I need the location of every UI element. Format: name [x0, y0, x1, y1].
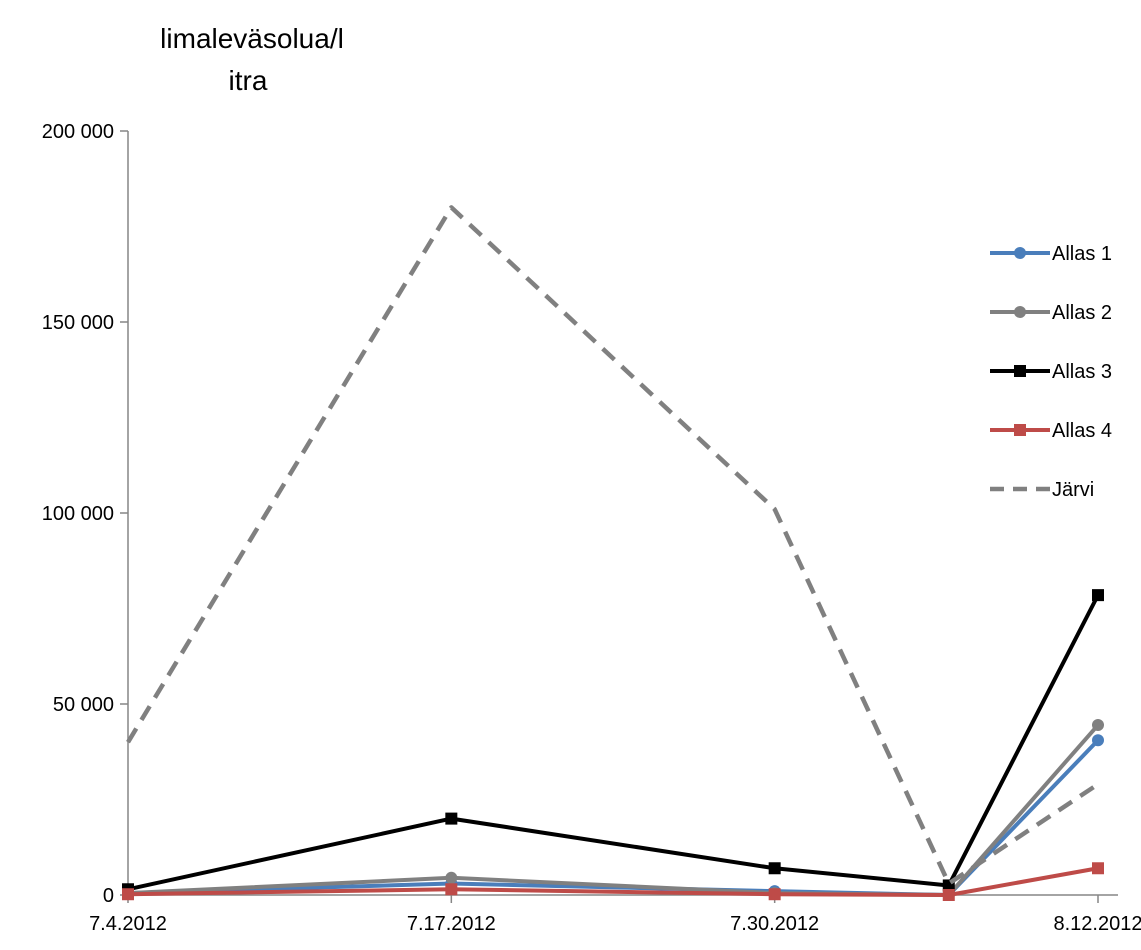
x-ticks: 7.4.2012 7.17.2012 7.30.2012 8.12.2012	[89, 895, 1141, 935]
y-tick-label: 200 000	[42, 121, 114, 143]
legend-marker-allas-3	[1014, 365, 1026, 377]
y-tick-label: 50 000	[53, 694, 114, 716]
x-tick-label: 8.12.2012	[1054, 913, 1141, 935]
series-line-allas-1	[127, 738, 1100, 897]
legend-marker-allas-1	[1014, 247, 1026, 259]
y-tick-label: 150 000	[42, 312, 114, 334]
data-point-allas-2	[445, 871, 458, 884]
data-point-allas-3	[445, 812, 458, 825]
y-tick-label: 100 000	[42, 503, 114, 525]
series-line-allas-2	[127, 723, 1100, 897]
series-line-jarvi	[126, 205, 1100, 886]
legend-label-jarvi: Järvi	[1052, 479, 1094, 501]
data-point-allas-4	[1092, 862, 1104, 875]
data-point-allas-4	[768, 888, 781, 901]
legend-label-allas-4: Allas 4	[1052, 420, 1112, 442]
legend-marker-allas-4	[1014, 424, 1026, 436]
data-point-allas-4	[122, 888, 134, 901]
legend-label-allas-2: Allas 2	[1052, 302, 1112, 324]
x-tick-label: 7.4.2012	[89, 913, 167, 935]
x-tick-label: 7.30.2012	[730, 913, 819, 935]
y-axis-title-line-1: limaleväsolua/l	[160, 23, 344, 54]
legend: Allas 1 Allas 2 Allas 3 Allas 4 Järvi	[990, 243, 1112, 501]
data-point-allas-4	[942, 889, 955, 901]
x-tick-label: 7.17.2012	[407, 913, 496, 935]
data-point-allas-2	[1092, 719, 1104, 732]
data-point-allas-3	[768, 862, 781, 875]
legend-label-allas-1: Allas 1	[1052, 243, 1112, 265]
y-tick-label: 0	[103, 885, 114, 907]
legend-marker-allas-2	[1014, 306, 1026, 318]
data-point-allas-3	[1092, 589, 1104, 602]
data-point-allas-4	[445, 883, 458, 896]
series-layer	[122, 205, 1104, 901]
y-ticks: 0 50 000 100 000 150 000 200 000	[42, 121, 128, 907]
legend-label-allas-3: Allas 3	[1052, 361, 1112, 383]
data-point-allas-1	[1092, 734, 1104, 747]
y-axis-title-line-2: itra	[229, 65, 268, 96]
series-line-allas-3	[127, 594, 1100, 892]
